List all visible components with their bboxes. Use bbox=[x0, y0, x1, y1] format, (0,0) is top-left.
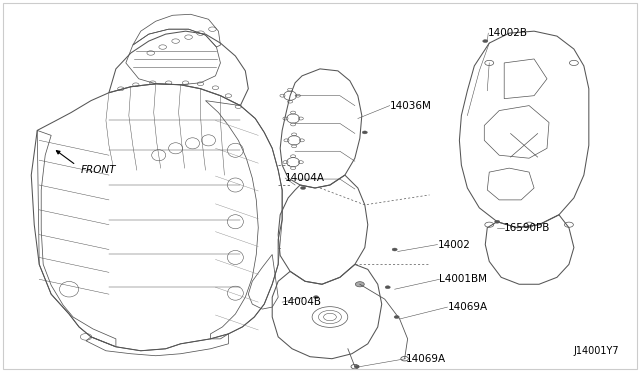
Circle shape bbox=[394, 315, 399, 318]
Circle shape bbox=[385, 286, 390, 289]
Text: 14004A: 14004A bbox=[285, 173, 325, 183]
Text: FRONT: FRONT bbox=[81, 165, 116, 175]
Circle shape bbox=[483, 39, 488, 42]
Text: 14004B: 14004B bbox=[282, 297, 322, 307]
Circle shape bbox=[362, 131, 367, 134]
Text: J14001Y7: J14001Y7 bbox=[574, 346, 620, 356]
Text: 14002B: 14002B bbox=[488, 28, 528, 38]
Text: L4001BM: L4001BM bbox=[440, 274, 488, 284]
Text: 16590PB: 16590PB bbox=[504, 223, 550, 233]
Circle shape bbox=[314, 296, 319, 299]
Circle shape bbox=[355, 282, 364, 287]
Text: 14036M: 14036M bbox=[390, 100, 431, 110]
Circle shape bbox=[301, 186, 306, 189]
Text: 14069A: 14069A bbox=[447, 302, 488, 312]
Circle shape bbox=[392, 248, 397, 251]
Circle shape bbox=[355, 365, 360, 368]
Text: 14069A: 14069A bbox=[406, 354, 445, 364]
Circle shape bbox=[495, 220, 500, 223]
Text: 14002: 14002 bbox=[438, 240, 470, 250]
